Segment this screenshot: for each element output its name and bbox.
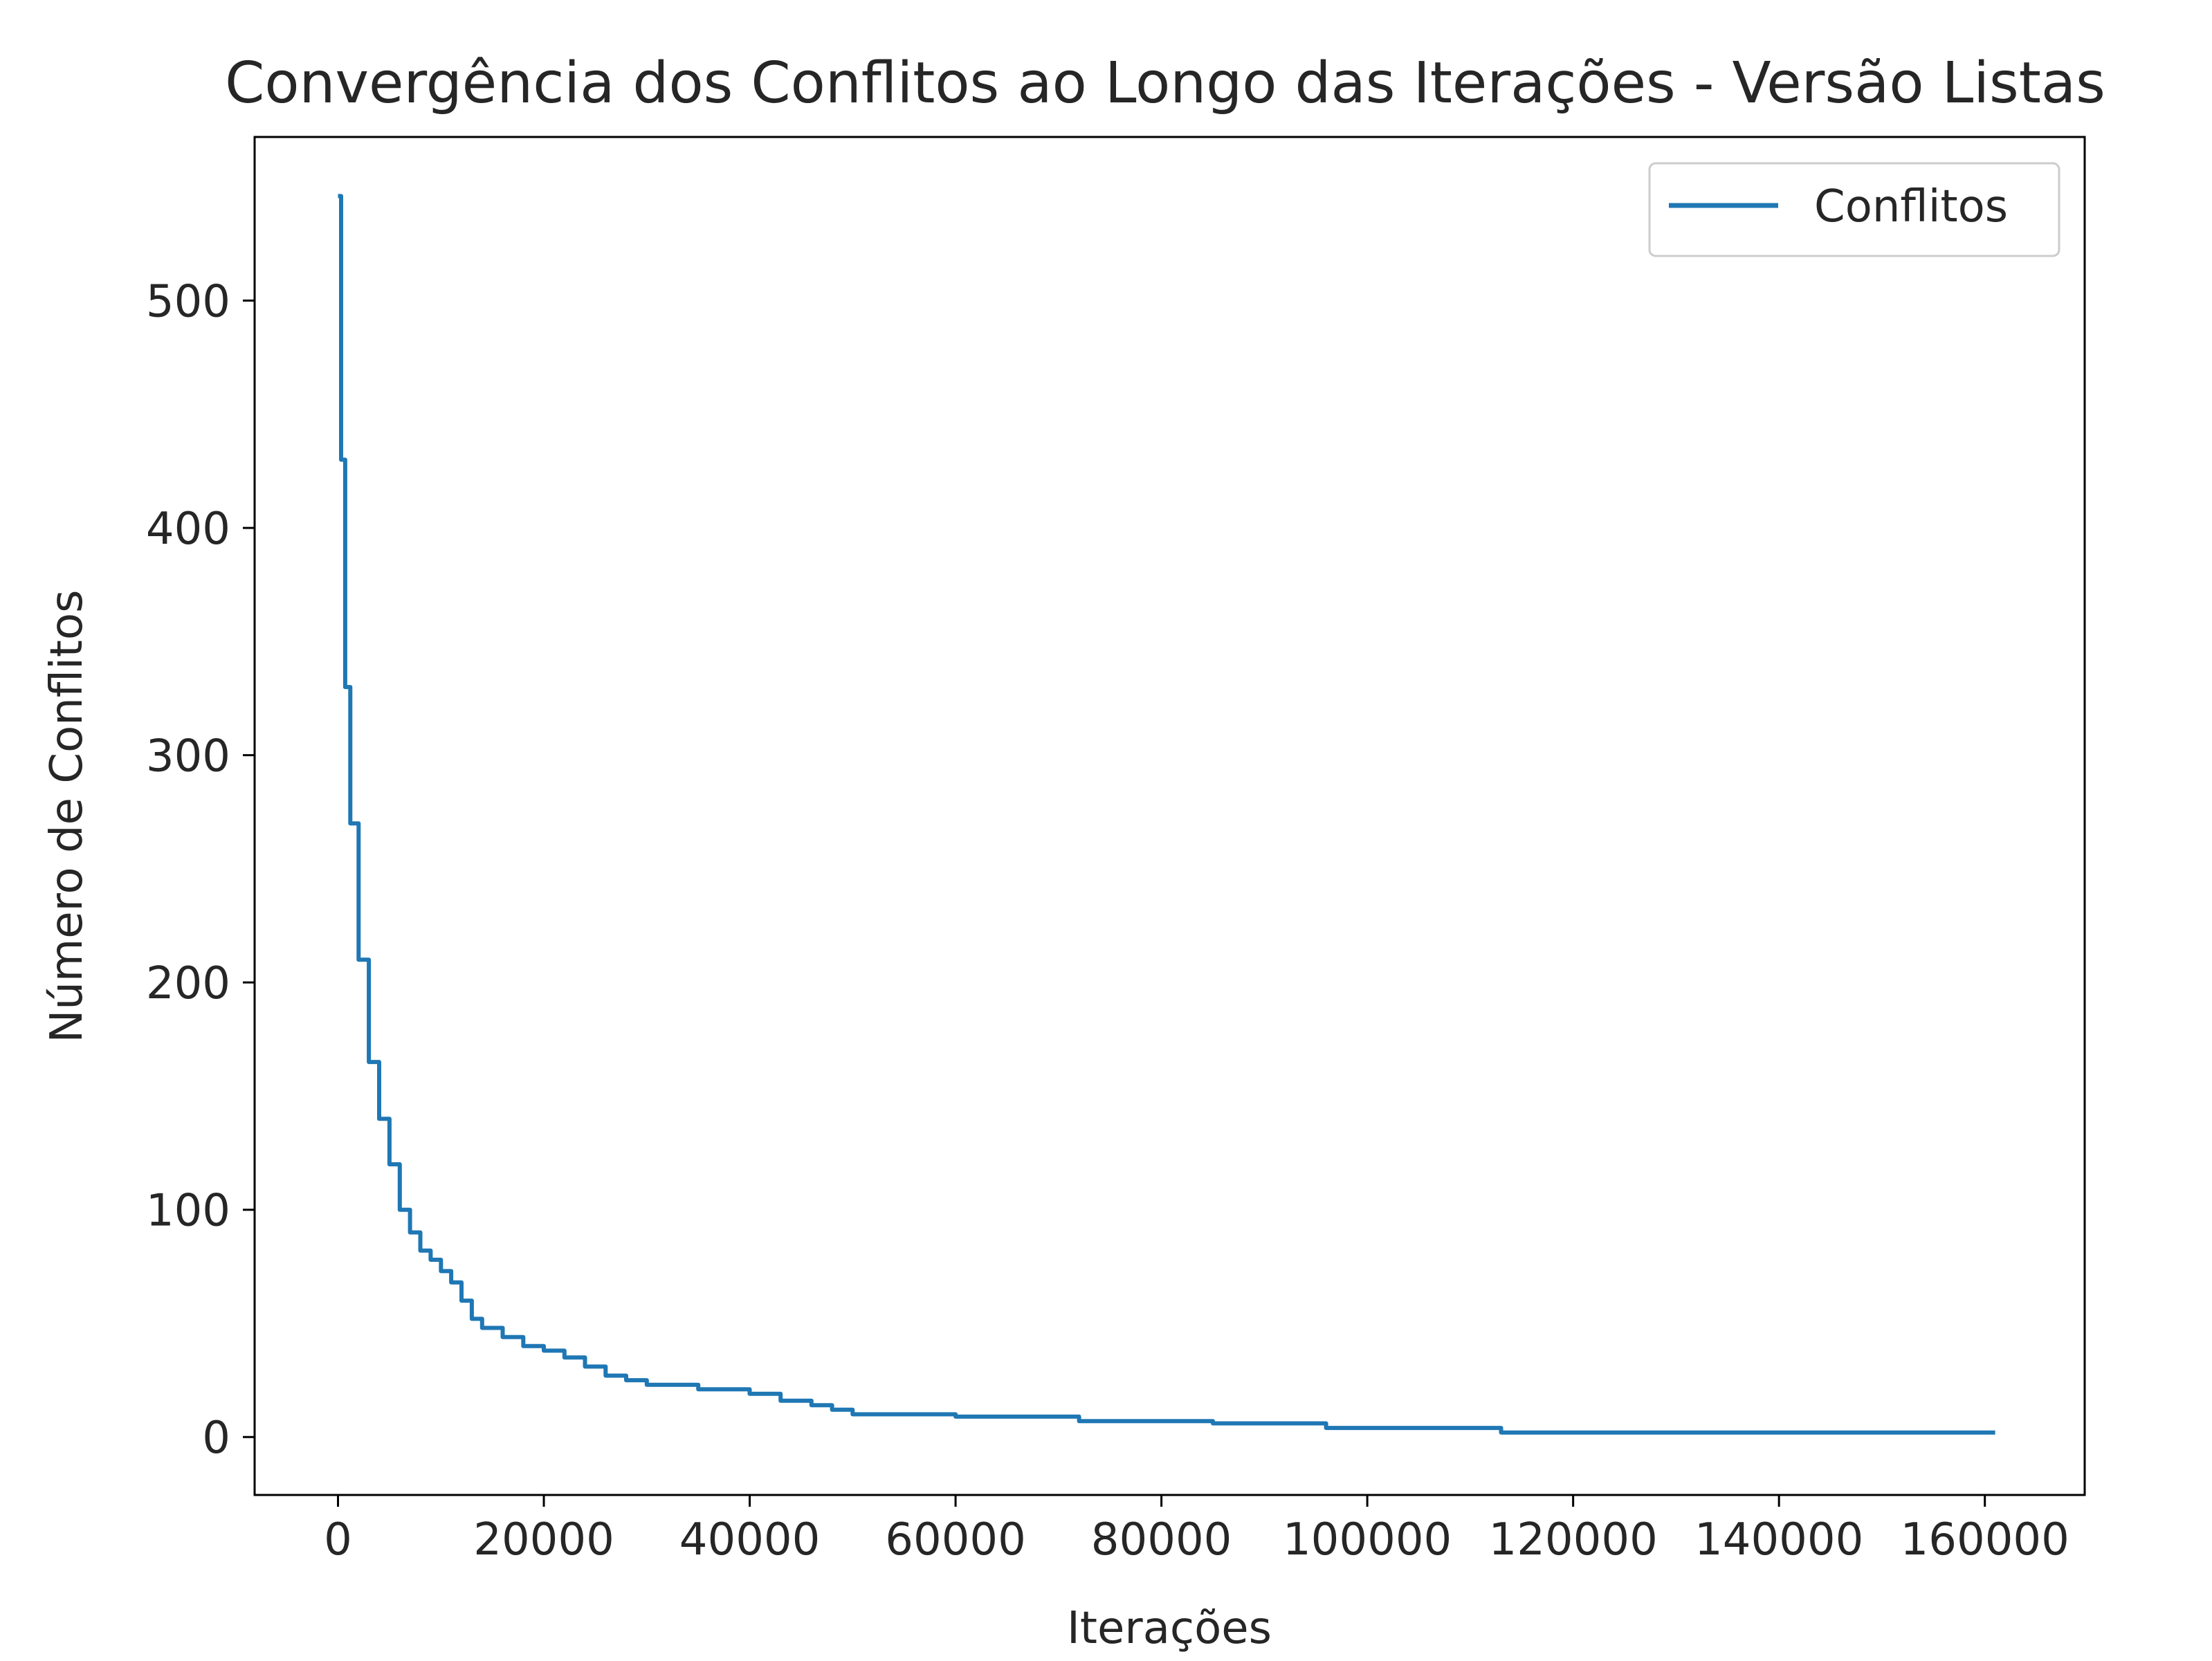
legend-box [1648, 162, 2060, 257]
x-axis: 0 20000 40000 60000 80000 100000 120000 140000 1… [324, 1495, 2069, 1566]
y-axis: 0 100 200 300 400 500 [146, 277, 255, 1464]
x-tick-label: 100000 [1283, 1514, 1452, 1566]
legend-label: Conflitos [1814, 181, 2008, 232]
x-tick-label: 60000 [885, 1514, 1026, 1566]
x-tick-label: 140000 [1694, 1514, 1863, 1566]
y-tick-label: 400 [146, 504, 230, 555]
x-tick-label: 120000 [1488, 1514, 1657, 1566]
x-tick-label: 160000 [1901, 1514, 2069, 1566]
x-axis-label: Iterações [1067, 1603, 1272, 1654]
y-tick-label: 200 [146, 958, 230, 1009]
y-tick-label: 500 [146, 277, 230, 328]
series-line-conflitos [338, 194, 1995, 1435]
y-tick-label: 300 [146, 731, 230, 782]
y-tick-label: 0 [202, 1413, 230, 1464]
y-axis-label: Número de Conflitos [42, 590, 93, 1043]
chart-title: Convergência dos Conflitos ao Longo das … [225, 51, 2105, 116]
y-tick-label: 100 [146, 1186, 230, 1237]
plot-frame [253, 136, 2086, 1496]
x-tick-label: 20000 [473, 1514, 614, 1566]
legend: Conflitos [1648, 162, 2060, 257]
x-tick-label: 80000 [1091, 1514, 1232, 1566]
x-tick-label: 40000 [679, 1514, 821, 1566]
x-tick-label: 0 [324, 1514, 352, 1566]
series-layer [338, 194, 1995, 1435]
